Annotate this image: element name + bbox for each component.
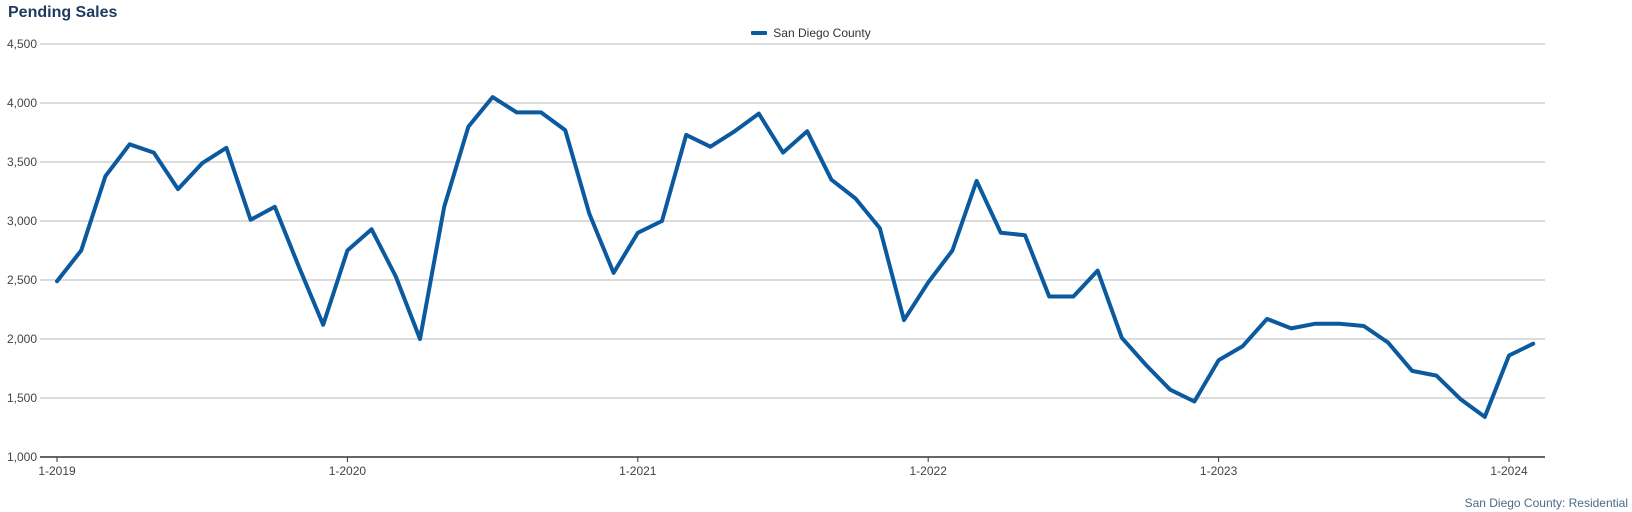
y-tick-label: 4,000 [7, 96, 37, 110]
data-point[interactable] [442, 204, 447, 209]
data-point[interactable] [1119, 335, 1124, 340]
y-tick-label: 1,000 [7, 450, 37, 464]
data-point[interactable] [732, 129, 737, 134]
legend-item-san-diego-county[interactable]: San Diego County [751, 26, 871, 40]
x-tick-label: 1-2020 [329, 464, 367, 478]
legend: San Diego County [0, 24, 1632, 40]
data-point[interactable] [998, 230, 1003, 235]
data-point[interactable] [297, 265, 302, 270]
data-point[interactable] [902, 318, 907, 323]
data-point[interactable] [176, 187, 181, 192]
data-point[interactable] [151, 150, 156, 155]
legend-label: San Diego County [773, 26, 871, 40]
data-point[interactable] [418, 337, 423, 342]
series-lines [55, 95, 1536, 419]
data-point[interactable] [200, 161, 205, 166]
x-tick-label: 1-2021 [619, 464, 657, 478]
data-point[interactable] [466, 124, 471, 129]
data-point[interactable] [805, 129, 810, 134]
data-point[interactable] [781, 150, 786, 155]
source-note: San Diego County: Residential [1464, 496, 1628, 510]
data-point[interactable] [1095, 268, 1100, 273]
data-point[interactable] [79, 248, 84, 253]
data-point[interactable] [321, 322, 326, 327]
chart-title: Pending Sales [8, 4, 118, 21]
series-line-san-diego-county[interactable] [55, 95, 1536, 419]
data-point[interactable] [1071, 294, 1076, 299]
data-point[interactable] [55, 279, 60, 284]
data-point[interactable] [393, 274, 398, 279]
x-tick-label: 1-2023 [1200, 464, 1238, 478]
data-point[interactable] [103, 174, 108, 179]
x-tick-label: 1-2019 [38, 464, 76, 478]
data-point[interactable] [563, 128, 568, 133]
y-tick-label: 2,500 [7, 273, 37, 287]
y-tick-label: 2,000 [7, 332, 37, 346]
data-point[interactable] [829, 177, 834, 182]
y-axis-tick-labels: 1,000 1,500 2,000 2,500 3,000 3,500 4,000 4,500 [7, 37, 37, 464]
data-point[interactable] [272, 204, 277, 209]
data-point[interactable] [539, 110, 544, 115]
data-point[interactable] [587, 211, 592, 216]
data-point[interactable] [1482, 414, 1487, 419]
data-point[interactable] [1531, 341, 1536, 346]
y-tick-label: 1,500 [7, 391, 37, 405]
data-point[interactable] [1458, 397, 1463, 402]
data-point[interactable] [1265, 316, 1270, 321]
data-point[interactable] [635, 230, 640, 235]
data-point[interactable] [684, 132, 689, 137]
y-tick-label: 3,000 [7, 214, 37, 228]
data-point[interactable] [127, 142, 132, 147]
data-point[interactable] [224, 145, 229, 150]
data-point[interactable] [248, 217, 253, 222]
data-point[interactable] [1047, 294, 1052, 299]
data-point[interactable] [974, 178, 979, 183]
data-point[interactable] [611, 270, 616, 275]
data-point[interactable] [950, 248, 955, 253]
data-point[interactable] [1313, 321, 1318, 326]
data-point[interactable] [514, 110, 519, 115]
data-point[interactable] [490, 95, 495, 100]
data-point[interactable] [369, 227, 374, 232]
data-point[interactable] [1361, 324, 1366, 329]
data-point[interactable] [1507, 353, 1512, 358]
data-point[interactable] [708, 144, 713, 149]
data-point[interactable] [926, 280, 931, 285]
data-point[interactable] [1023, 233, 1028, 238]
y-tick-label: 4,500 [7, 37, 37, 51]
data-point[interactable] [853, 196, 858, 201]
data-point[interactable] [877, 226, 882, 231]
legend-swatch [751, 31, 768, 35]
data-point[interactable] [1240, 344, 1245, 349]
data-point[interactable] [1168, 387, 1173, 392]
data-point[interactable] [1289, 326, 1294, 331]
grid-lines [40, 43, 1545, 399]
data-point[interactable] [1410, 368, 1415, 373]
data-point[interactable] [660, 219, 665, 224]
data-point[interactable] [1192, 399, 1197, 404]
data-point[interactable] [345, 248, 350, 253]
x-tick-label: 1-2022 [910, 464, 948, 478]
x-axis: 1-2019 1-2020 1-2021 1-2022 1-2023 1-2024 [38, 456, 1545, 478]
data-point[interactable] [1144, 362, 1149, 367]
data-point[interactable] [1216, 358, 1221, 363]
data-point[interactable] [1337, 321, 1342, 326]
data-point[interactable] [1386, 340, 1391, 345]
y-tick-label: 3,500 [7, 155, 37, 169]
x-tick-label: 1-2024 [1490, 464, 1528, 478]
data-point[interactable] [756, 111, 761, 116]
data-point[interactable] [1434, 373, 1439, 378]
